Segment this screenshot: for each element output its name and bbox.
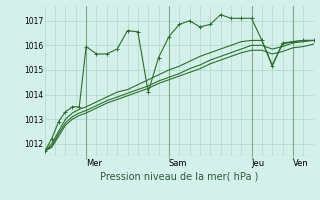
X-axis label: Pression niveau de la mer( hPa ): Pression niveau de la mer( hPa ) (100, 172, 258, 182)
